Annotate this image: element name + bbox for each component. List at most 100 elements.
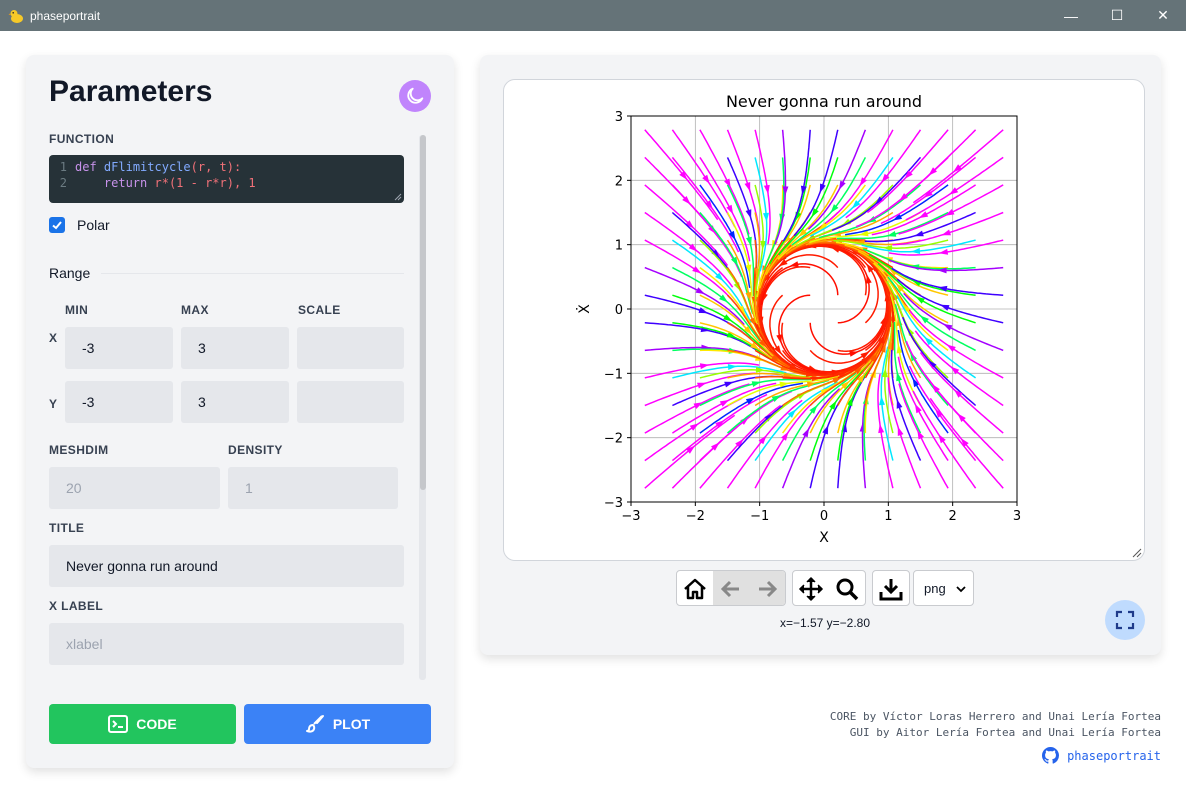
streamline-arrow [726,331,737,338]
dark-mode-toggle[interactable] [399,80,431,112]
plot-button[interactable]: PLOT [244,704,431,744]
streamline-arrow [832,377,842,384]
x-tick-label: −3 [621,509,640,524]
streamline-arrow [697,382,707,389]
pan-button[interactable] [793,571,829,605]
streamline-arrow [923,190,933,198]
streamline-arrow [849,350,859,357]
xlabel-label: X LABEL [49,599,104,613]
range-divider [101,273,404,274]
function-editor[interactable]: 1 def dFlimitcycle (r, t): 2 return r*(1 -… [49,155,404,203]
streamline-arrow [764,413,774,422]
streamline-arrow [859,177,867,187]
range-max-header: MAX [181,303,209,317]
streamline-arrow [946,344,956,352]
x-tick-label: 1 [884,509,892,524]
density-input[interactable]: 1 [228,467,398,509]
parameters-panel: Parameters FUNCTION 1 def dFlimitcycle (r,… [26,55,454,768]
streamline [644,383,750,434]
streamline-arrow [886,231,897,237]
streamline-arrow [904,170,913,179]
streamline-arrow [892,213,903,221]
window-titlebar: phaseportrait — ☐ ✕ [0,0,1186,31]
close-button[interactable]: ✕ [1157,7,1169,23]
format-select[interactable]: png [913,570,974,606]
title-label: TITLE [49,521,85,535]
maximize-button[interactable]: ☐ [1110,7,1124,23]
streamline-arrow [880,315,886,326]
plot-panel: Never gonna run around −3 −2 −1 0 1 2 3 3 2 1 0 −1… [480,55,1161,655]
resize-grip-icon[interactable] [394,193,402,201]
x-axis-label: X [819,530,829,546]
polar-checkbox[interactable] [49,217,65,233]
streamline-arrow [763,212,769,222]
streamline-arrow [685,220,694,229]
scrollbar-thumb[interactable] [420,135,426,490]
streamline-arrow [745,397,756,405]
github-icon [1042,747,1060,764]
forward-button[interactable] [749,571,785,605]
fullscreen-button[interactable] [1105,600,1145,640]
x-tick-label: 2 [949,509,957,524]
github-link[interactable]: phaseportrait [1042,747,1161,764]
streamline-arrow [917,430,924,440]
streamline-arrow [920,315,929,324]
streamline-arrow [854,366,863,375]
x-max-input[interactable]: 3 [181,327,289,369]
streamline [699,129,750,235]
duck-icon [8,9,23,23]
magnifier-icon [836,578,859,601]
y-min-input[interactable]: -3 [65,381,173,423]
home-button[interactable] [677,571,713,605]
streamline-arrow [746,236,752,247]
streamline-arrow [896,283,905,292]
streamline-arrow [779,381,789,388]
plot-card[interactable]: Never gonna run around −3 −2 −1 0 1 2 3 3 2 1 0 −1… [503,79,1145,561]
minimize-button[interactable]: — [1064,7,1078,24]
polar-row[interactable]: Polar [49,217,110,233]
streamline-arrow [705,200,713,210]
streamline-arrow [960,438,969,447]
streamline-arrow [914,403,922,414]
streamline-arrow [928,167,937,176]
y-max-input[interactable]: 3 [181,381,289,423]
plot-toolbar [676,570,910,606]
streamline-arrow [822,425,829,435]
streamline-arrow [928,359,937,369]
streamline-arrow [787,409,797,418]
title-input[interactable]: Never gonna run around [49,545,404,587]
streamline-arrow [819,183,826,193]
code-button[interactable]: CODE [49,704,236,744]
streamline-arrow [798,228,807,237]
code-line-1: 1 def dFlimitcycle (r, t): [59,160,242,174]
streamline-arrow [749,317,756,327]
parameters-scroll-area[interactable]: FUNCTION 1 def dFlimitcycle (r, t): 2 retu… [26,125,454,735]
streamline-arrow [715,420,725,428]
streamline-arrow [758,435,767,445]
x-min-input[interactable]: -3 [65,327,173,369]
streamline-arrow [829,400,837,410]
streamline-arrow [776,334,783,344]
resize-grip-icon[interactable] [1132,548,1142,558]
xlabel-input[interactable]: xlabel [49,623,404,665]
y-scale-input[interactable] [297,381,404,423]
streamline-arrow [945,209,955,216]
download-button[interactable] [873,571,909,605]
back-button[interactable] [713,571,749,605]
streamline-arrow [859,230,869,237]
phase-portrait-chart[interactable]: Never gonna run around −3 −2 −1 0 1 2 3 3 2 1 0 −1… [504,80,1145,561]
x-scale-input[interactable] [297,327,404,369]
streamline-arrow [719,399,730,407]
streamline-arrow [811,208,819,218]
streamline-arrow [702,174,710,184]
meshdim-input[interactable]: 20 [49,467,220,509]
streamline-arrow [897,426,904,436]
y-tick-label: −3 [604,496,623,511]
streamline-arrow [689,423,699,431]
y-tick-label: 1 [615,239,623,254]
streamline-arrow [943,323,953,331]
streamline-arrow [737,305,746,315]
streamline-arrow [743,326,752,335]
streamline-arrow [915,296,925,304]
zoom-button[interactable] [829,571,865,605]
